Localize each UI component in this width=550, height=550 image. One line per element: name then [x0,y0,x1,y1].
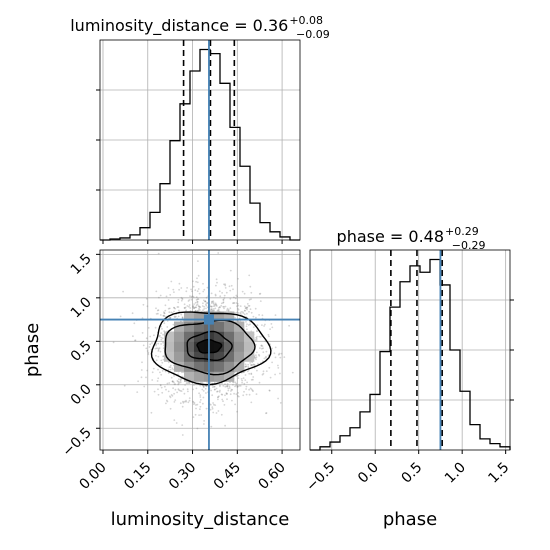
title-phase: phase = 0.48+0.29 −0.29 [337,225,486,252]
title-luminosity-distance: luminosity_distance = 0.36+0.08 −0.09 [70,14,330,41]
ylabel-phase: phase [22,323,43,377]
hist-phase: −0.5 0.0 0.5 1.0 1.5 [303,250,514,495]
joint-ytick-label-1: 0.0 [68,381,95,408]
hist-phase-histogram [310,258,511,451]
joint-xtick-label-3: 0.45 [211,460,244,493]
hist-phase-xtick-label-2: 0.5 [398,460,425,487]
joint-contour-1 [186,330,233,362]
joint-panel: 0.00 0.15 0.30 0.45 0.60 −0.5 0.0 0.5 1.0 1.5 [59,250,300,493]
hist-phase-xtick-label-4: 1.5 [485,460,512,487]
joint-ytick-label-4: 1.5 [68,251,95,278]
hist-luminosity-distance [96,40,300,244]
joint-xtick-label-2: 0.30 [166,460,199,493]
hist-luminosity-distance-frame [99,39,301,241]
joint-xtick-label-0: 0.00 [76,460,109,493]
joint-ytick-label-2: 0.5 [68,338,95,365]
joint-contour-3 [150,311,272,386]
hist-phase-xtick-label-1: 0.0 [355,460,382,487]
xlabel-phase: phase [383,509,437,530]
joint-xtick-label-4: 0.60 [256,460,289,493]
hist-phase-xtick-label-0: −0.5 [303,460,338,495]
joint-truth-point [203,314,214,325]
hist-phase-frame [309,249,511,451]
hist-phase-xtick-label-3: 1.0 [442,460,469,487]
joint-frame [99,249,301,451]
joint-contour-2 [164,319,256,376]
xlabel-luminosity-distance: luminosity_distance [111,509,290,530]
hist-luminosity-distance-histogram [100,48,300,241]
joint-xtick-label-1: 0.15 [121,460,154,493]
joint-ytick-label-3: 1.0 [68,294,95,321]
joint-ytick-label-0: −0.5 [59,425,94,460]
